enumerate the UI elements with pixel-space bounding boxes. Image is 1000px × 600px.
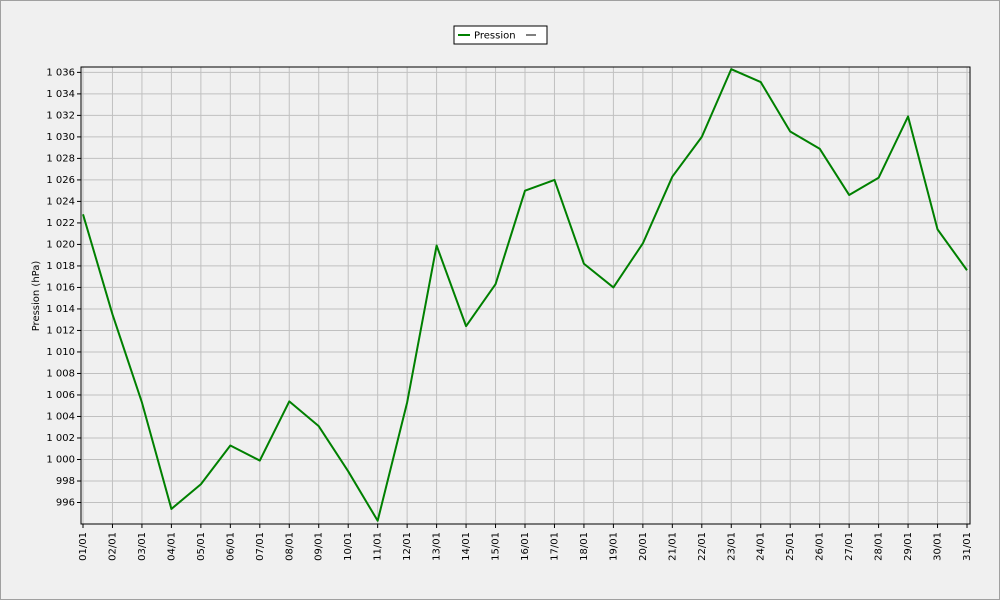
x-tick-label: 18/01 <box>579 532 590 561</box>
legend-box <box>453 25 548 45</box>
x-tick-label: 02/01 <box>107 532 118 561</box>
y-tick-label: 1 004 <box>46 411 75 422</box>
y-tick-label: 1 020 <box>46 239 75 250</box>
x-tick-label: 15/01 <box>491 532 502 561</box>
x-tick-label: 27/01 <box>844 532 855 561</box>
x-tick-label: 30/01 <box>933 532 944 561</box>
y-tick-label: 1 026 <box>46 175 75 186</box>
x-tick-label: 21/01 <box>667 532 678 561</box>
x-tick-label: 23/01 <box>726 532 737 561</box>
y-tick-label: 1 010 <box>46 347 75 358</box>
x-tick-label: 16/01 <box>520 532 531 561</box>
x-tick-label: 06/01 <box>225 532 236 561</box>
x-tick-label: 07/01 <box>255 532 266 561</box>
x-tick-label: 31/01 <box>962 532 973 561</box>
y-tick-label: 1 008 <box>46 368 75 379</box>
y-tick-label: 998 <box>56 476 75 487</box>
x-tick-label: 22/01 <box>697 532 708 561</box>
x-tick-label: 17/01 <box>549 532 560 561</box>
x-tick-label: 26/01 <box>815 532 826 561</box>
x-tick-label: 29/01 <box>903 532 914 561</box>
x-tick-label: 10/01 <box>343 532 354 561</box>
y-tick-label: 1 014 <box>46 304 75 315</box>
y-tick-label: 1 018 <box>46 261 75 272</box>
x-tick-label: 03/01 <box>137 532 148 561</box>
y-tick-label: 1 016 <box>46 282 75 293</box>
y-tick-label: 1 022 <box>46 218 75 229</box>
x-tick-label: 11/01 <box>373 532 384 561</box>
legend-label: Pression <box>474 31 516 42</box>
y-tick-label: 1 028 <box>46 153 75 164</box>
y-tick-label: 1 024 <box>46 196 75 207</box>
x-tick-label: 19/01 <box>608 532 619 561</box>
y-tick-label: 1 032 <box>46 110 75 121</box>
y-tick-label: 996 <box>56 497 75 508</box>
x-tick-label: 25/01 <box>785 532 796 561</box>
y-axis-label: Pression (hPa) <box>31 261 42 332</box>
x-tick-label: 20/01 <box>638 532 649 561</box>
y-tick-label: 1 000 <box>46 454 75 465</box>
y-tick-label: 1 006 <box>46 390 75 401</box>
x-tick-label: 13/01 <box>432 532 443 561</box>
plot-border <box>80 66 971 525</box>
y-tick-label: 1 034 <box>46 89 75 100</box>
x-tick-label: 04/01 <box>166 532 177 561</box>
y-tick-label: 1 002 <box>46 433 75 444</box>
x-tick-label: 01/01 <box>78 532 89 561</box>
x-tick-label: 24/01 <box>756 532 767 561</box>
x-tick-label: 28/01 <box>874 532 885 561</box>
x-tick-label: 09/01 <box>314 532 325 561</box>
x-tick-label: 05/01 <box>196 532 207 561</box>
y-tick-label: 1 030 <box>46 132 75 143</box>
line-series <box>82 68 968 522</box>
legend: Pression <box>453 25 548 45</box>
y-tick-label: 1 036 <box>46 67 75 78</box>
x-tick-label: 12/01 <box>402 532 413 561</box>
x-tick-label: 14/01 <box>461 532 472 561</box>
y-tick-label: 1 012 <box>46 325 75 336</box>
x-tick-label: 08/01 <box>284 532 295 561</box>
